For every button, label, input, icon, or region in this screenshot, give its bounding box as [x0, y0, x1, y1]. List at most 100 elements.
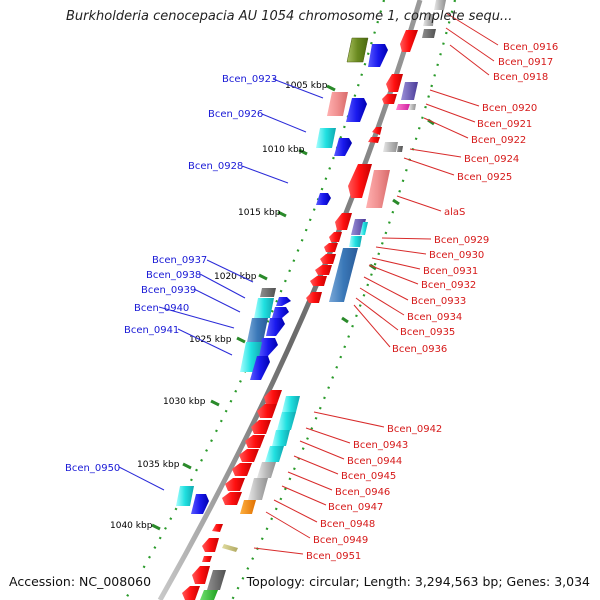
gene-feature-red[interactable]: [251, 420, 271, 434]
gene-label-right[interactable]: Bcen_0947: [328, 502, 383, 513]
gene-feature-red[interactable]: [329, 232, 342, 242]
gene-feature-olive[interactable]: [346, 37, 369, 63]
gene-label-right[interactable]: Bcen_0930: [429, 250, 484, 261]
gene-feature-red[interactable]: [320, 254, 336, 264]
gene-label-right[interactable]: Bcen_0916: [503, 42, 558, 53]
gene-feature-gray[interactable]: [423, 14, 434, 26]
gene-feature-red[interactable]: [386, 74, 403, 92]
gene-feature-red[interactable]: [232, 463, 252, 476]
gene-feature-red[interactable]: [372, 127, 382, 135]
gene-label-right[interactable]: Bcen_0918: [493, 72, 548, 83]
gene-label-right[interactable]: Bcen_0948: [320, 519, 375, 530]
gene-feature-orange[interactable]: [240, 500, 256, 514]
gene-feature-cyan[interactable]: [316, 128, 336, 148]
gene-label-left[interactable]: Bcen_0937: [152, 255, 207, 266]
gene-feature-red[interactable]: [212, 524, 223, 532]
gene-feature-gray[interactable]: [207, 570, 226, 590]
gene-label-left[interactable]: Bcen_0923: [222, 74, 277, 85]
gene-feature-gray[interactable]: [260, 288, 276, 297]
gene-feature-red[interactable]: [257, 404, 277, 418]
gene-feature-blue[interactable]: [272, 307, 289, 318]
gene-label-right[interactable]: alaS: [444, 207, 465, 218]
gene-label-right[interactable]: Bcen_0917: [498, 57, 553, 68]
gene-feature-blue[interactable]: [276, 297, 291, 306]
gene-feature-cyan[interactable]: [176, 486, 194, 506]
gene-label-left[interactable]: Bcen_0950: [65, 463, 120, 474]
gene-feature-gray[interactable]: [434, 0, 446, 10]
gene-feature-red[interactable]: [315, 265, 332, 275]
gene-label-right[interactable]: Bcen_0929: [434, 235, 489, 246]
gene-label-right[interactable]: Bcen_0920: [482, 103, 537, 114]
gene-feature-red[interactable]: [324, 243, 338, 252]
gene-feature-red[interactable]: [182, 586, 200, 600]
gene-feature-blue[interactable]: [191, 494, 209, 514]
gene-feature-gray[interactable]: [397, 146, 403, 152]
gene-label-right[interactable]: Bcen_0942: [387, 424, 442, 435]
gene-feature-pink[interactable]: [327, 92, 348, 116]
gene-label-left[interactable]: Bcen_0939: [141, 285, 196, 296]
gene-feature-cyan[interactable]: [272, 430, 290, 446]
gene-feature-magenta[interactable]: [396, 104, 410, 110]
gene-label-right[interactable]: Bcen_0934: [407, 312, 462, 323]
gene-feature-red[interactable]: [306, 292, 322, 303]
gene-label-right[interactable]: Bcen_0931: [423, 266, 478, 277]
gene-feature-steel[interactable]: [329, 248, 358, 302]
gene-label-right[interactable]: Bcen_0924: [464, 154, 519, 165]
gene-feature-blue[interactable]: [250, 356, 270, 380]
gene-label-left[interactable]: Bcen_0926: [208, 109, 263, 120]
gene-feature-red[interactable]: [382, 94, 397, 104]
gene-feature-gray[interactable]: [409, 104, 416, 110]
gene-label-right[interactable]: Bcen_0922: [471, 135, 526, 146]
gene-feature-gray[interactable]: [422, 29, 436, 38]
gene-feature-purple[interactable]: [401, 82, 418, 100]
gene-feature-steel[interactable]: [247, 318, 268, 342]
gene-label-left[interactable]: Bcen_0940: [134, 303, 189, 314]
gene-feature-red[interactable]: [368, 137, 380, 143]
gene-label-right[interactable]: Bcen_0951: [306, 551, 361, 562]
gene-feature-pink[interactable]: [366, 170, 390, 208]
gene-label-right[interactable]: Bcen_0925: [457, 172, 512, 183]
gene-feature-khaki[interactable]: [222, 544, 238, 552]
gene-label-right[interactable]: Bcen_0944: [347, 456, 402, 467]
gene-feature-cyan[interactable]: [349, 236, 362, 247]
gene-feature-red[interactable]: [202, 538, 219, 552]
gene-feature-red[interactable]: [202, 556, 212, 562]
gene-feature-blue[interactable]: [334, 138, 352, 156]
gene-feature-gray[interactable]: [248, 478, 268, 500]
gene-feature-blue[interactable]: [316, 193, 331, 205]
gene-feature-red[interactable]: [400, 30, 418, 52]
gene-feature-cyan[interactable]: [282, 396, 300, 412]
gene-feature-red[interactable]: [348, 164, 372, 198]
gene-feature-blue[interactable]: [266, 318, 285, 336]
gene-label-right[interactable]: Bcen_0932: [421, 280, 476, 291]
gene-label-right[interactable]: Bcen_0921: [477, 119, 532, 130]
gene-label-left[interactable]: Bcen_0938: [146, 270, 201, 281]
gene-label-left[interactable]: Bcen_0928: [188, 161, 243, 172]
gene-feature-cyan[interactable]: [360, 222, 368, 235]
gene-label-left[interactable]: Bcen_0941: [124, 325, 179, 336]
gene-feature-green[interactable]: [200, 590, 218, 600]
gene-feature-red[interactable]: [310, 276, 327, 286]
gene-label-right[interactable]: Bcen_0945: [341, 471, 396, 482]
gene-feature-red[interactable]: [225, 478, 245, 491]
gene-label-right[interactable]: Bcen_0935: [400, 327, 455, 338]
gene-feature-red[interactable]: [192, 566, 210, 584]
gene-feature-cyan[interactable]: [265, 446, 284, 462]
gene-feature-gray[interactable]: [383, 142, 398, 152]
gene-label-right[interactable]: Bcen_0949: [313, 535, 368, 546]
gene-feature-red[interactable]: [239, 449, 259, 462]
gene-feature-blue[interactable]: [368, 44, 388, 67]
gene-feature-red[interactable]: [222, 492, 242, 505]
gene-feature-cyan[interactable]: [277, 412, 296, 430]
gene-label-right[interactable]: Bcen_0946: [335, 487, 390, 498]
gene-feature-blue[interactable]: [346, 98, 367, 122]
gene-feature-blue[interactable]: [258, 338, 278, 356]
gene-label-right[interactable]: Bcen_0936: [392, 344, 447, 355]
gene-feature-red[interactable]: [335, 213, 352, 230]
gene-label-right[interactable]: Bcen_0943: [353, 440, 408, 451]
gene-feature-cyan[interactable]: [254, 298, 274, 318]
gene-feature-red[interactable]: [245, 435, 265, 448]
gene-feature-gray[interactable]: [257, 462, 276, 478]
gene-feature-red[interactable]: [264, 390, 282, 404]
gene-label-right[interactable]: Bcen_0933: [411, 296, 466, 307]
